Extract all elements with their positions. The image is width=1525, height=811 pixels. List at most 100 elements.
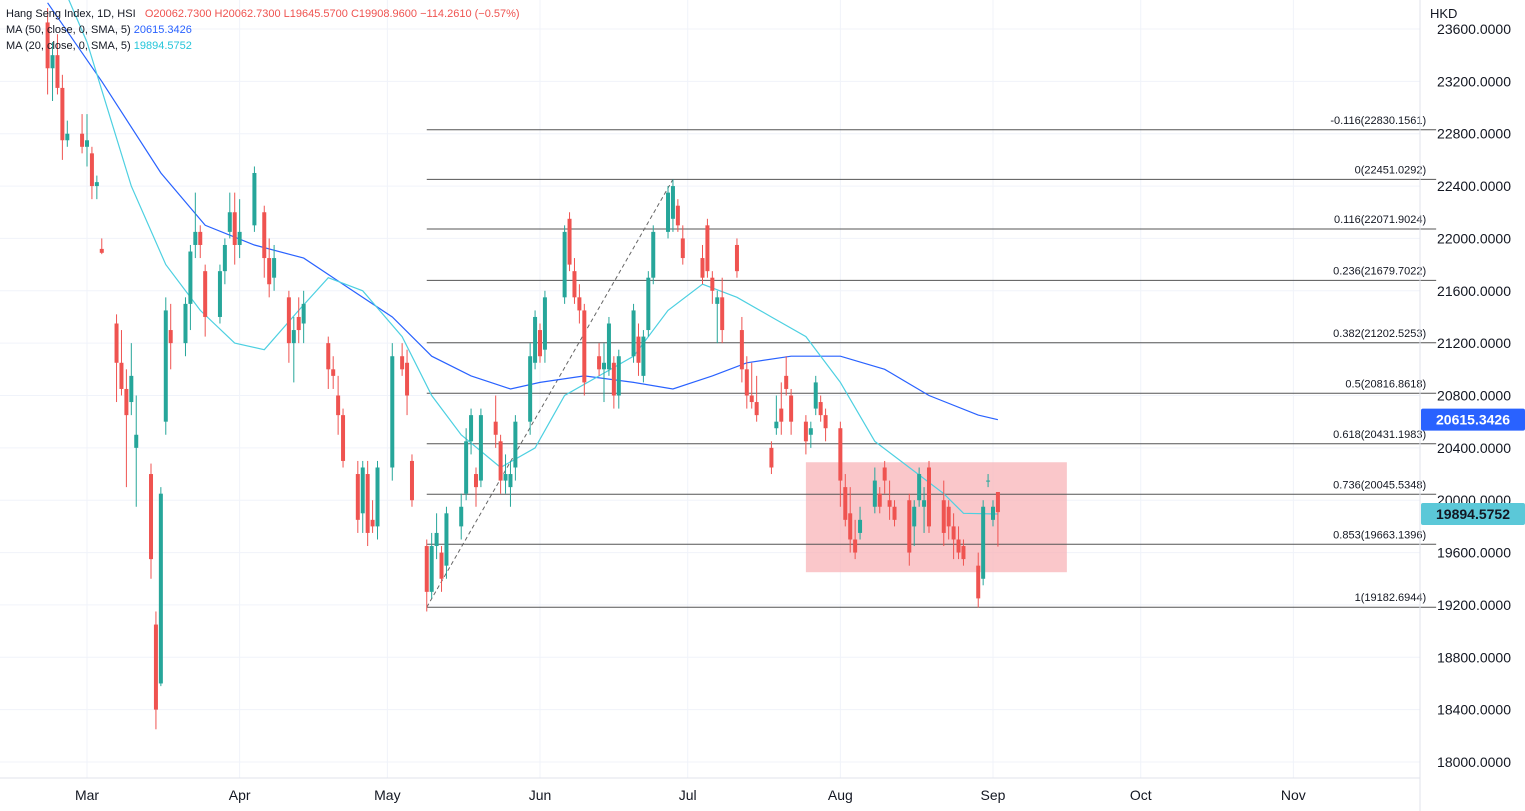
candle bbox=[94, 175, 99, 200]
candle bbox=[222, 238, 227, 285]
candle bbox=[533, 310, 538, 370]
candle bbox=[606, 316, 611, 376]
candle-body bbox=[508, 474, 513, 488]
legend-ma50-label: MA (50, close, 0, SMA, 5) bbox=[6, 24, 131, 36]
candle-body bbox=[528, 356, 533, 422]
candle bbox=[976, 552, 981, 608]
legend-close: C19908.9600 bbox=[350, 8, 418, 20]
candle-body bbox=[720, 297, 725, 331]
candle bbox=[611, 356, 616, 409]
candles-layer bbox=[45, 8, 1000, 730]
candle bbox=[922, 487, 927, 533]
candle bbox=[493, 395, 498, 448]
price-label-text: 20615.3426 bbox=[1436, 412, 1510, 428]
legend-symbol: Hang Seng Index, 1D, HSI bbox=[6, 8, 136, 20]
legend-ma20-value: 19894.5752 bbox=[133, 40, 192, 52]
candle bbox=[528, 343, 533, 435]
candle bbox=[336, 375, 341, 435]
candle bbox=[616, 349, 621, 409]
fib-level-label: 0.382(21202.5253) bbox=[1333, 328, 1426, 340]
candle bbox=[789, 388, 794, 435]
candle-body bbox=[286, 297, 291, 344]
fib-trend-line bbox=[426, 179, 674, 608]
candle bbox=[739, 316, 744, 383]
candle-body bbox=[434, 532, 439, 547]
candle-body bbox=[926, 467, 931, 527]
candle-body bbox=[222, 244, 227, 272]
candle-body bbox=[774, 421, 779, 429]
candle bbox=[286, 290, 291, 363]
candle bbox=[715, 290, 720, 344]
candle-body bbox=[444, 513, 449, 566]
candle bbox=[198, 225, 203, 259]
candle-body bbox=[80, 133, 85, 147]
candle bbox=[331, 356, 336, 389]
candle-body bbox=[336, 395, 341, 416]
legend-ma20-row[interactable]: MA (20, close, 0, SMA, 5) 19894.5752 bbox=[6, 38, 520, 54]
legend-ma50-row[interactable]: MA (50, close, 0, SMA, 5) 20615.3426 bbox=[6, 22, 520, 38]
candle bbox=[961, 539, 966, 566]
candle-body bbox=[60, 87, 65, 141]
candle bbox=[646, 271, 651, 337]
candle-body bbox=[641, 336, 646, 376]
candle-body bbox=[217, 271, 222, 317]
candle-body bbox=[882, 467, 887, 481]
candle bbox=[572, 258, 577, 304]
candle-body bbox=[158, 493, 163, 684]
candle bbox=[55, 34, 60, 95]
x-tick-label: Aug bbox=[828, 787, 853, 803]
candle-body bbox=[872, 480, 877, 507]
candle bbox=[956, 526, 961, 560]
candle-body bbox=[710, 277, 715, 291]
candle-body bbox=[232, 212, 237, 245]
candle-body bbox=[469, 415, 474, 442]
candle-body bbox=[198, 231, 203, 245]
candle-body bbox=[533, 316, 538, 363]
candle-body bbox=[754, 402, 759, 416]
candle bbox=[734, 238, 739, 278]
candle bbox=[986, 474, 991, 488]
candle-body bbox=[503, 474, 508, 481]
y-tick-label: 18400.0000 bbox=[1437, 702, 1511, 718]
candle bbox=[981, 500, 986, 586]
y-tick-label: 18000.0000 bbox=[1437, 754, 1511, 770]
candle bbox=[597, 343, 602, 376]
candle-body bbox=[848, 513, 853, 540]
currency-label: HKD bbox=[1430, 6, 1458, 21]
candle bbox=[912, 500, 917, 547]
candle bbox=[513, 415, 518, 481]
candle-body bbox=[877, 493, 882, 507]
candle bbox=[670, 179, 675, 232]
candle-body bbox=[296, 316, 301, 331]
candle bbox=[365, 460, 370, 547]
x-tick-label: Apr bbox=[229, 787, 251, 803]
candle bbox=[89, 146, 94, 200]
candle bbox=[464, 428, 469, 501]
candle-body bbox=[326, 343, 331, 370]
candle-body bbox=[203, 271, 208, 317]
candle bbox=[946, 500, 951, 540]
grid-layer bbox=[0, 0, 1420, 778]
candle bbox=[498, 434, 503, 494]
legend-ohlc-row[interactable]: Hang Seng Index, 1D, HSI O20062.7300 H20… bbox=[6, 6, 520, 22]
candle-body bbox=[705, 225, 710, 272]
candle bbox=[508, 460, 513, 507]
candle bbox=[326, 336, 331, 389]
candle bbox=[227, 192, 232, 239]
candle bbox=[65, 120, 70, 147]
candle bbox=[848, 487, 853, 553]
candle bbox=[405, 349, 410, 416]
fib-level-label: 0.736(20045.5348) bbox=[1333, 479, 1426, 491]
candle-body bbox=[370, 519, 375, 527]
candle bbox=[858, 506, 863, 540]
candle-body bbox=[986, 480, 991, 482]
candle-body bbox=[666, 192, 671, 232]
candle bbox=[641, 330, 646, 383]
candle-body bbox=[700, 258, 705, 278]
candle-body bbox=[390, 356, 395, 468]
candle-body bbox=[907, 500, 912, 553]
candle-body bbox=[853, 539, 858, 553]
candle-body bbox=[119, 362, 124, 389]
candle-body bbox=[124, 388, 129, 416]
